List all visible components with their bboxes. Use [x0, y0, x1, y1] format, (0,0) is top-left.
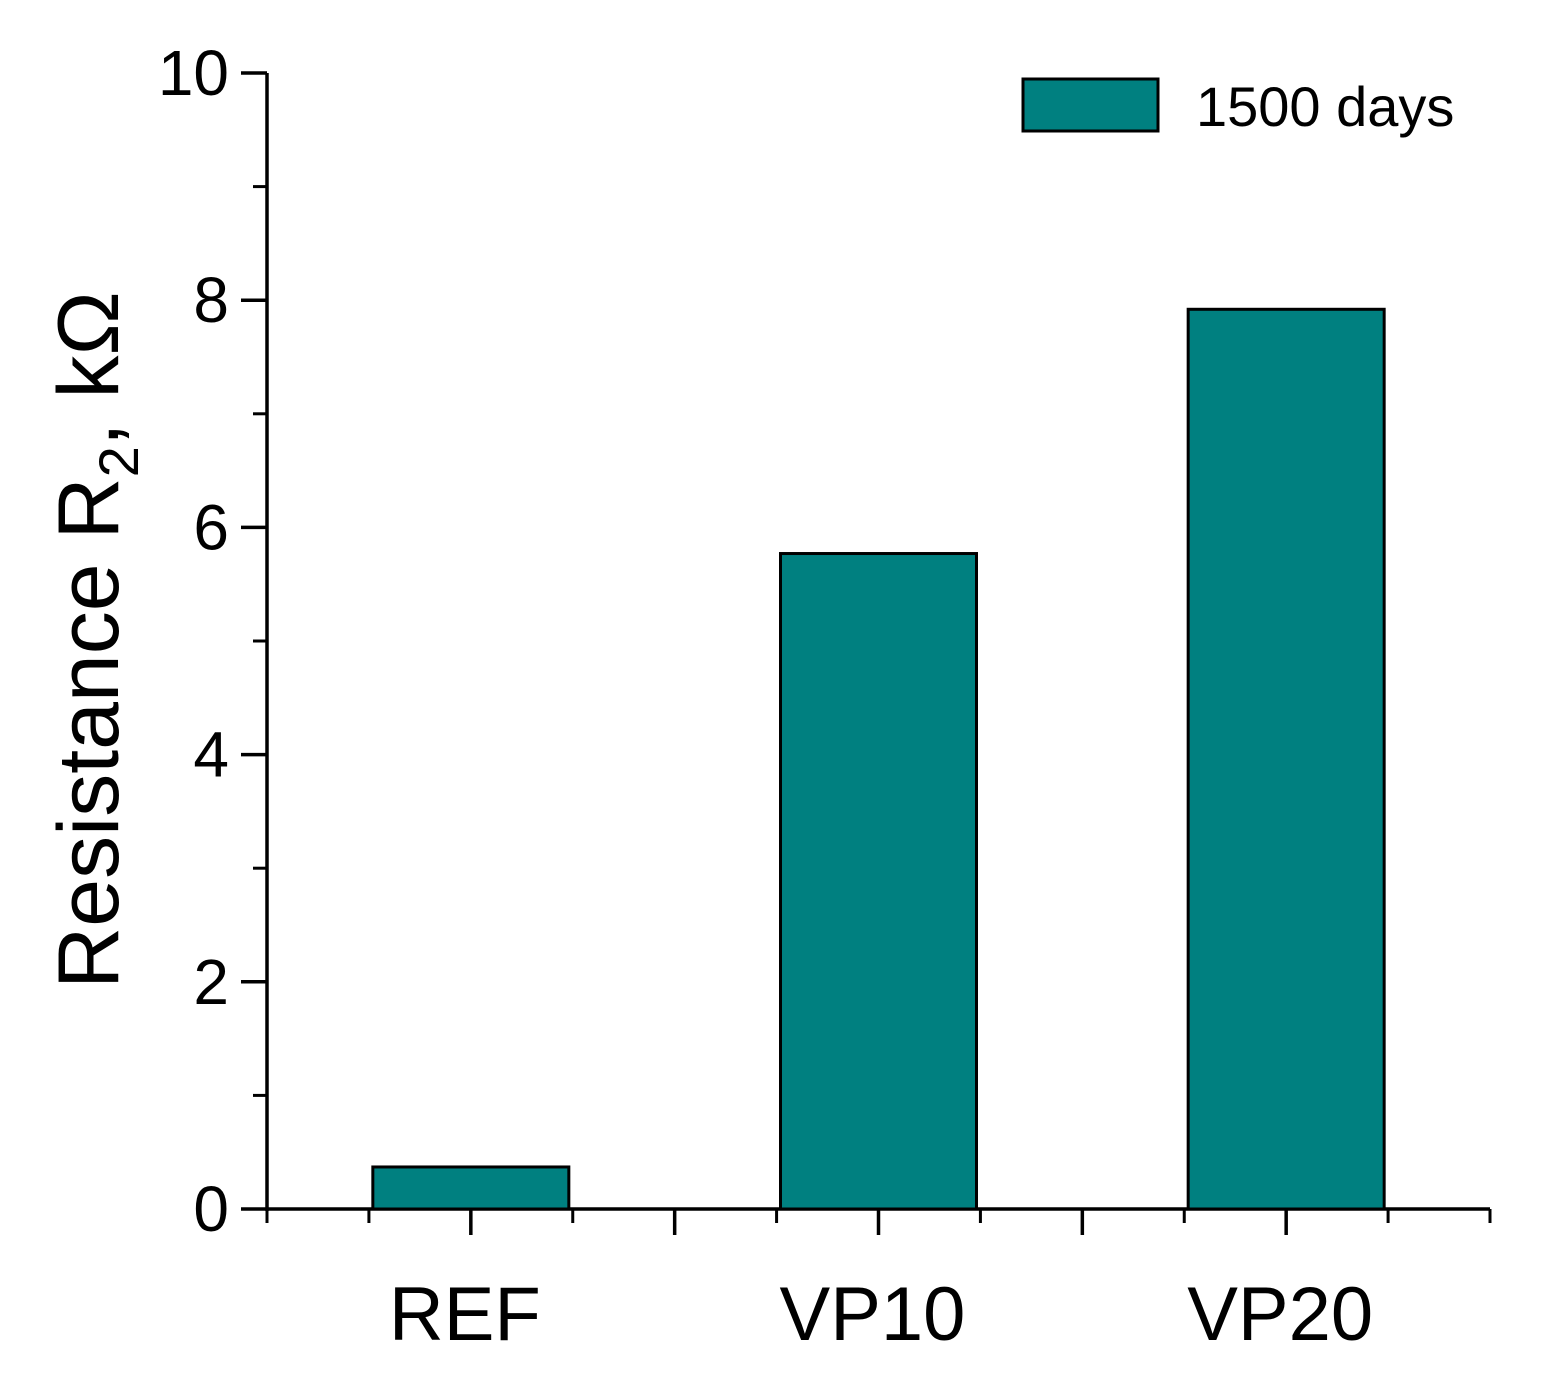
bar-ref [371, 1165, 571, 1211]
y-tick-label: 4 [193, 719, 229, 791]
y-tick-label: 6 [193, 491, 229, 563]
bars [371, 307, 1386, 1211]
bar-vp20 [1186, 307, 1386, 1211]
y-tick-label: 0 [193, 1173, 229, 1245]
x-category-label: VP10 [780, 1272, 966, 1357]
labels: 0 2 4 6 8 10 REF VP10 VP20 [158, 37, 1373, 1357]
y-axis-title: Resistance R2, kΩ [41, 291, 150, 989]
y-tick-label: 2 [193, 946, 229, 1018]
ticks [241, 71, 1492, 1235]
x-category-label: REF [389, 1272, 541, 1357]
legend: 1500 days [1021, 75, 1454, 138]
y-axis-title-main: Resistance R [41, 477, 137, 988]
x-category-label: VP20 [1187, 1272, 1373, 1357]
y-tick-label: 10 [158, 37, 229, 109]
legend-swatch [1021, 77, 1160, 133]
bar-vp10 [779, 552, 978, 1211]
y-axis-title-subscript: 2 [87, 446, 150, 477]
legend-label: 1500 days [1196, 75, 1454, 138]
y-tick-label: 8 [193, 264, 229, 336]
y-axis-title-unit: , kΩ [41, 291, 137, 446]
